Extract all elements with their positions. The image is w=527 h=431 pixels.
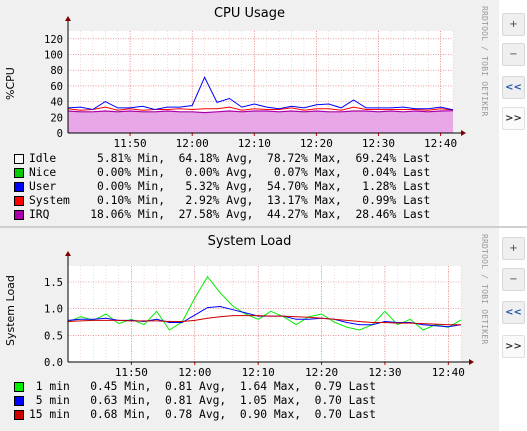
x-tick-label: 11:50	[114, 137, 147, 150]
y-tick-label: 60	[50, 81, 63, 93]
y-tick-label: 1.0	[44, 304, 63, 316]
back-icon: <<	[505, 82, 522, 93]
legend-text: IRQ 18.06% Min, 27.58% Avg, 44.27% Max, …	[29, 208, 431, 221]
load-chart-svg: 11:50 12:00 12:10 12:20 12:30 12:40 0.0 0.5 1.0 1…	[44, 251, 474, 379]
y-tick-label: 0.0	[44, 357, 63, 369]
back-icon: <<	[505, 307, 522, 318]
load-chart-title: System Load	[207, 234, 292, 249]
legend-row: 5 min 0.63 Min, 0.81 Avg, 1.05 Max, 0.70…	[14, 394, 376, 408]
cpu-chart-title: CPU Usage	[213, 6, 286, 21]
zoom-in-button[interactable]: +	[502, 237, 525, 260]
forward-button[interactable]: >>	[502, 335, 525, 358]
y-tick-label: 120	[44, 34, 63, 46]
system-load-chart-panel: System Load System Load RRDTOOL / TOBI O…	[0, 228, 499, 431]
series-line-user	[67, 76, 454, 111]
legend-text: User 0.00% Min, 5.32% Avg, 54.70% Max, 1…	[29, 180, 431, 193]
x-tick-label: 12:10	[238, 137, 271, 150]
zoom-out-button[interactable]: −	[502, 268, 525, 291]
y-tick-label: 100	[44, 50, 63, 62]
y-tick-label: 0	[57, 128, 63, 140]
y-axis-arrow	[65, 16, 71, 21]
legend-row: 15 min 0.68 Min, 0.78 Avg, 0.90 Max, 0.7…	[14, 408, 376, 422]
x-tick-label: 12:40	[432, 366, 465, 379]
zoom-in-icon: +	[509, 243, 518, 254]
series-line-irq	[67, 110, 454, 114]
cpu-legend: Idle 5.81% Min, 64.18% Avg, 78.72% Max, …	[14, 152, 430, 222]
legend-text: 5 min 0.63 Min, 0.81 Avg, 1.05 Max, 0.70…	[29, 394, 376, 407]
x-axis-arrow	[461, 130, 466, 136]
x-tick-label: 12:20	[305, 366, 338, 379]
y-tick-label: 20	[50, 112, 63, 124]
cpu-chart-svg: 11:50 12:00 12:10 12:20 12:30 12:40 0 20 40 60 80 1…	[44, 16, 466, 150]
y-tick-label: 40	[50, 97, 63, 109]
series-area-irq	[68, 110, 453, 133]
legend-row: System 0.10% Min, 2.92% Avg, 13.17% Max,…	[14, 194, 430, 208]
legend-text: Nice 0.00% Min, 0.00% Avg, 0.07% Max, 0.…	[29, 166, 431, 179]
legend-row: 1 min 0.45 Min, 0.81 Avg, 1.64 Max, 0.79…	[14, 380, 376, 394]
x-tick-label: 12:20	[300, 137, 333, 150]
panel-divider	[0, 226, 527, 228]
legend-swatch	[14, 410, 24, 420]
zoom-out-button[interactable]: −	[502, 43, 525, 66]
y-tick-label: 1.5	[44, 277, 63, 289]
x-tick-label: 12:10	[242, 366, 275, 379]
x-tick-label: 12:00	[176, 137, 209, 150]
x-tick-label: 12:30	[362, 137, 395, 150]
x-tick-label: 12:00	[178, 366, 211, 379]
y-tick-label: 0.5	[44, 330, 63, 342]
plot-area	[68, 266, 461, 362]
legend-text: System 0.10% Min, 2.92% Avg, 13.17% Max,…	[29, 194, 431, 207]
legend-row: Idle 5.81% Min, 64.18% Avg, 78.72% Max, …	[14, 152, 430, 166]
legend-row: User 0.00% Min, 5.32% Avg, 54.70% Max, 1…	[14, 180, 430, 194]
load-legend: 1 min 0.45 Min, 0.81 Avg, 1.64 Max, 0.79…	[14, 380, 376, 422]
series-line-system	[67, 106, 454, 111]
forward-button[interactable]: >>	[502, 107, 525, 130]
y-tick-label: 80	[50, 65, 63, 77]
legend-swatch	[14, 154, 24, 164]
cpu-usage-chart-panel: CPU Usage %CPU RRDTOOL / TOBI OETIKER 11…	[0, 0, 499, 226]
legend-text: 15 min 0.68 Min, 0.78 Avg, 0.90 Max, 0.7…	[29, 408, 376, 421]
legend-text: 1 min 0.45 Min, 0.81 Avg, 1.64 Max, 0.79…	[29, 380, 376, 393]
legend-row: IRQ 18.06% Min, 27.58% Avg, 44.27% Max, …	[14, 208, 430, 222]
legend-row: Nice 0.00% Min, 0.00% Avg, 0.07% Max, 0.…	[14, 166, 430, 180]
x-tick-label: 11:50	[115, 366, 148, 379]
legend-swatch	[14, 382, 24, 392]
legend-swatch	[14, 182, 24, 192]
x-axis-arrow	[469, 359, 474, 365]
y-axis-arrow	[65, 251, 71, 256]
back-button[interactable]: <<	[502, 76, 525, 99]
legend-text: Idle 5.81% Min, 64.18% Avg, 78.72% Max, …	[29, 152, 431, 165]
forward-icon: >>	[505, 113, 522, 124]
zoom-out-icon: −	[509, 49, 518, 60]
legend-swatch	[14, 168, 24, 178]
forward-icon: >>	[505, 341, 522, 352]
legend-swatch	[14, 210, 24, 220]
zoom-out-icon: −	[509, 274, 518, 285]
series-line-2	[67, 315, 461, 326]
legend-swatch	[14, 196, 24, 206]
x-tick-label: 12:30	[368, 366, 401, 379]
back-button[interactable]: <<	[502, 301, 525, 324]
legend-swatch	[14, 396, 24, 406]
x-tick-label: 12:40	[424, 137, 457, 150]
zoom-in-icon: +	[509, 19, 518, 30]
zoom-in-button[interactable]: +	[502, 13, 525, 36]
